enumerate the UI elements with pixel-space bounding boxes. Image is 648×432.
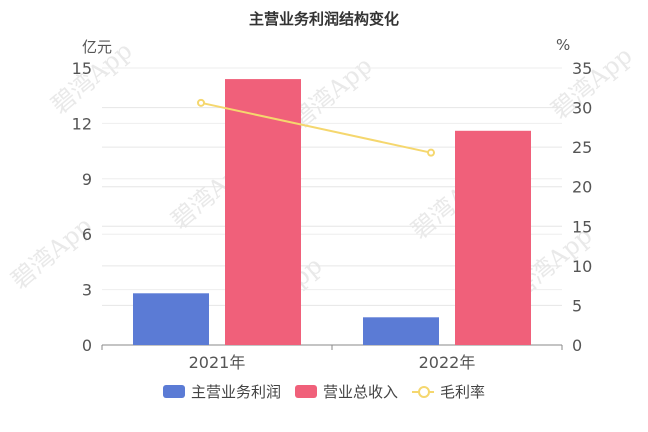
legend-swatch-margin — [412, 385, 434, 398]
x-tick-label: 2022年 — [419, 353, 476, 372]
margin-line — [200, 101, 432, 154]
left-tick-label: 3 — [82, 281, 92, 300]
legend: 主营业务利润 营业总收入 毛利率 — [0, 381, 648, 402]
right-tick-label: 5 — [572, 296, 582, 315]
bar-profit — [363, 317, 439, 345]
legend-swatch-profit — [162, 385, 185, 398]
legend-swatch-revenue — [294, 385, 317, 398]
bar-revenue — [455, 130, 531, 345]
chart-title: 主营业务利润结构变化 — [248, 10, 399, 28]
legend-label-profit: 主营业务利润 — [190, 383, 281, 401]
left-tick-label: 0 — [82, 336, 92, 355]
right-tick-label: 30 — [572, 99, 592, 118]
legend-label-margin: 毛利率 — [440, 383, 486, 401]
left-tick-label: 15 — [72, 59, 92, 78]
right-tick-label: 0 — [572, 336, 582, 355]
right-tick-label: 15 — [572, 217, 592, 236]
right-tick-label: 10 — [572, 257, 592, 276]
x-tick-label: 2021年 — [189, 353, 246, 372]
right-tick-label: 20 — [572, 178, 592, 197]
right-axis-unit: % — [556, 36, 571, 54]
legend-item-margin[interactable]: 毛利率 — [412, 381, 485, 402]
left-axis-unit: 亿元 — [82, 38, 113, 56]
bar-revenue — [225, 79, 301, 345]
margin-point — [197, 98, 205, 107]
legend-item-revenue[interactable]: 营业总收入 — [294, 381, 398, 402]
right-tick-label: 35 — [572, 59, 592, 78]
margin-point — [427, 148, 435, 157]
left-tick-label: 9 — [82, 170, 92, 189]
right-tick-label: 25 — [572, 138, 592, 157]
left-tick-label: 12 — [72, 114, 92, 133]
left-tick-label: 6 — [82, 225, 92, 244]
legend-label-revenue: 营业总收入 — [322, 383, 398, 401]
bar-profit — [133, 293, 209, 345]
legend-item-profit[interactable]: 主营业务利润 — [162, 381, 281, 402]
